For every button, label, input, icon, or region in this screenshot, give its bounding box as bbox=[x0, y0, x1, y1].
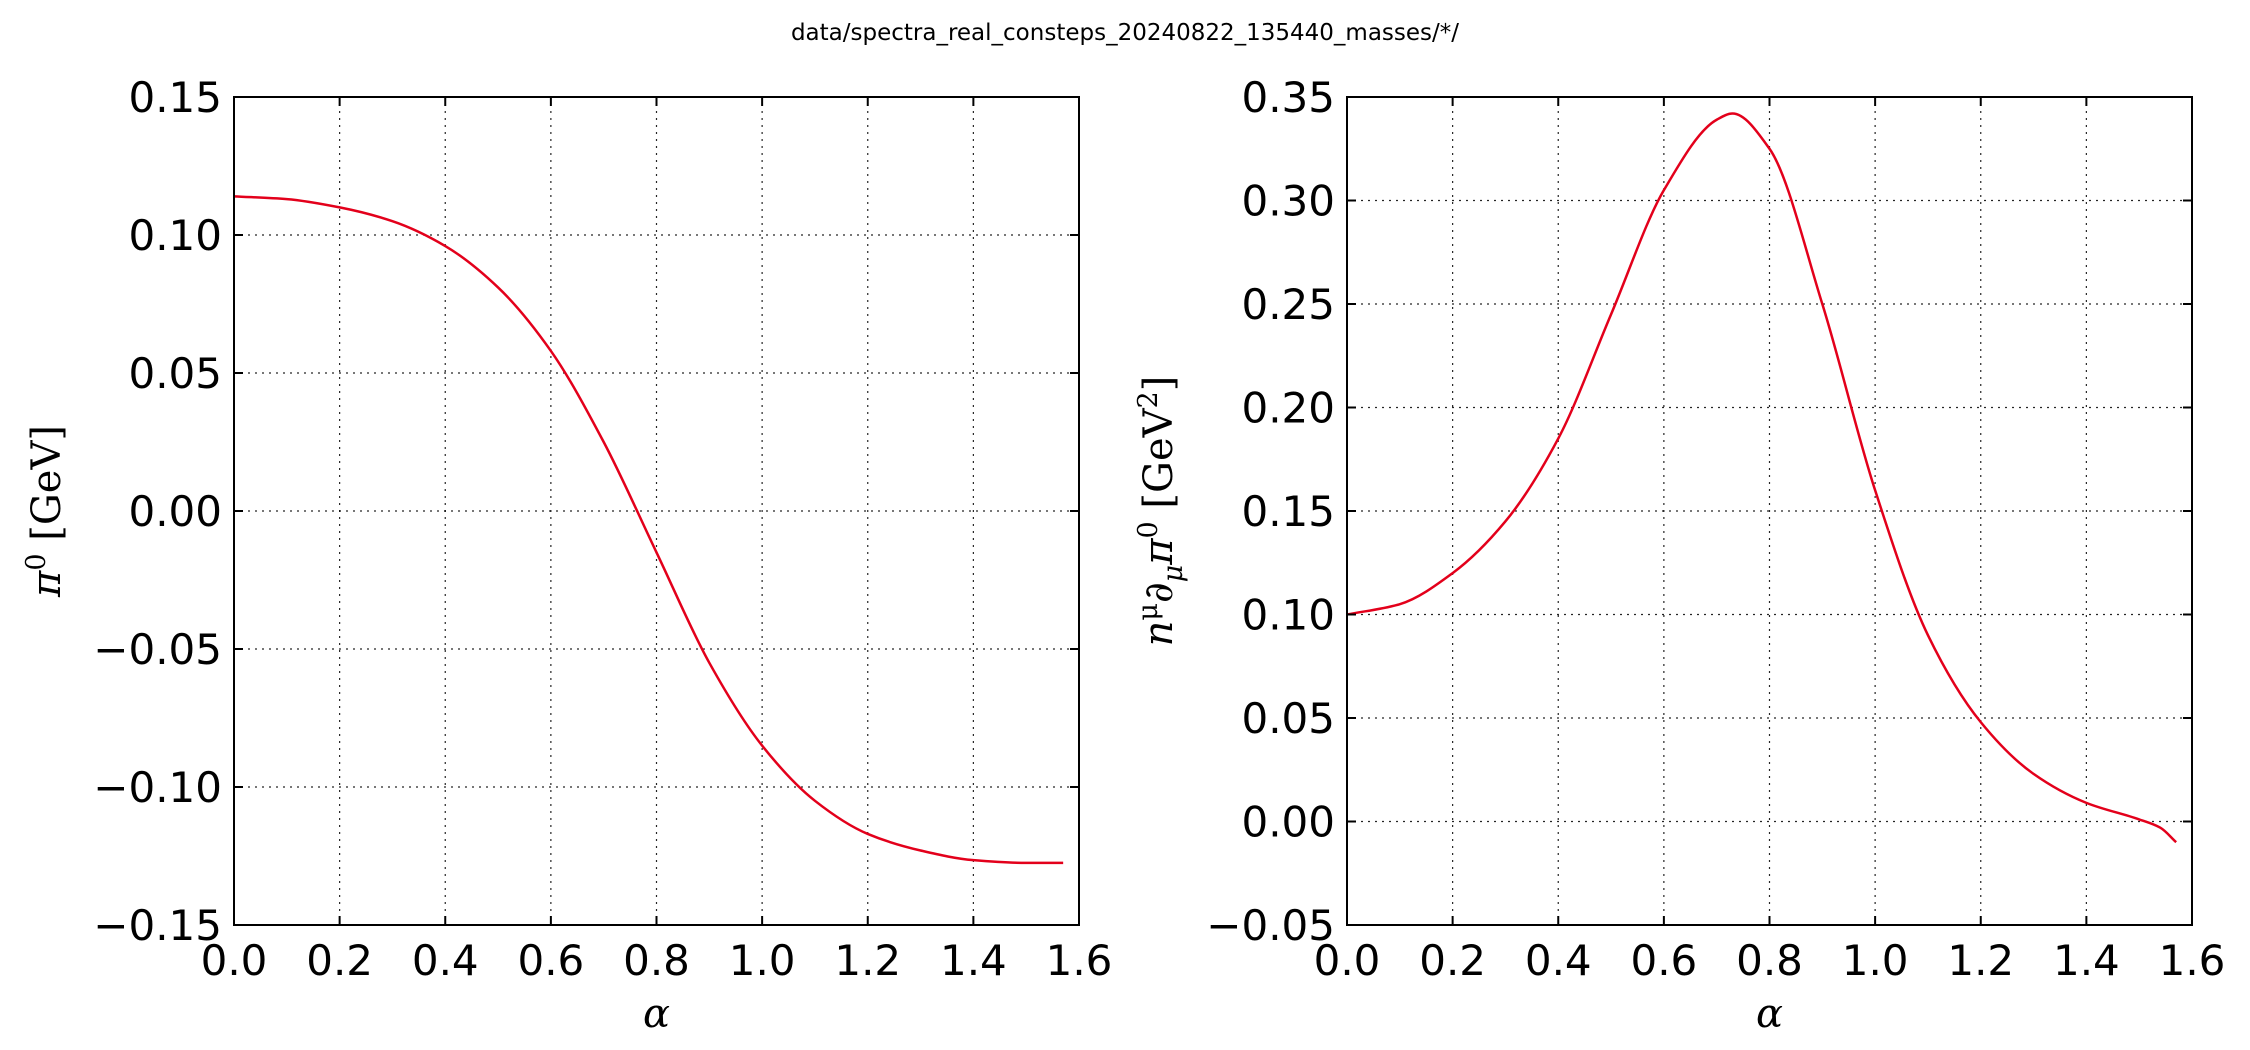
x-tick-label: 0.2 bbox=[306, 936, 373, 985]
y-tick-label: 0.25 bbox=[1241, 280, 1335, 329]
chart-panel-left: 0.0 0.2 0.4 0.6 0.8 1.0 1.2 1.4 1.6 −0.15 −0.10 −0.… bbox=[21, 73, 1112, 1037]
y-tick-label: −0.10 bbox=[93, 763, 222, 812]
x-tick-label: 0.0 bbox=[201, 936, 268, 985]
y-axis-label: nμ∂μπ0 [GeV2] bbox=[1133, 376, 1189, 647]
x-axis-label: α bbox=[1756, 991, 1783, 1037]
x-tick-label: 0.4 bbox=[412, 936, 479, 985]
x-tick-label: 0.8 bbox=[623, 936, 690, 985]
chart-panel-right: 0.0 0.2 0.4 0.6 0.8 1.0 1.2 1.4 1.6 −0.05 0.00 0.05… bbox=[1133, 73, 2225, 1037]
y-tick-label: −0.15 bbox=[93, 901, 222, 950]
y-tick-label: 0.20 bbox=[1241, 384, 1335, 433]
series-line bbox=[1346, 112, 2178, 844]
series-line bbox=[233, 195, 1064, 865]
x-tick-label: 1.0 bbox=[729, 936, 796, 985]
y-tick-label: −0.05 bbox=[93, 625, 222, 674]
y-tick-label: 0.00 bbox=[1241, 798, 1335, 847]
y-tick-label: 0.05 bbox=[128, 349, 222, 398]
y-tick-label: 0.00 bbox=[128, 487, 222, 536]
x-tick-label: 1.4 bbox=[940, 936, 1007, 985]
y-tick-label: −0.05 bbox=[1206, 901, 1335, 950]
x-tick-label: 1.6 bbox=[2159, 936, 2226, 985]
figure-suptitle: data/spectra_real_consteps_20240822_1354… bbox=[791, 20, 1459, 46]
x-axis-label: α bbox=[643, 991, 670, 1037]
y-tick-label: 0.10 bbox=[1241, 591, 1335, 640]
x-tick-label: 1.2 bbox=[1947, 936, 2014, 985]
y-tick-label: 0.30 bbox=[1241, 177, 1335, 226]
x-tick-label: 0.6 bbox=[517, 936, 584, 985]
x-tick-label: 1.4 bbox=[2053, 936, 2120, 985]
y-tick-label: 0.10 bbox=[128, 211, 222, 260]
x-tick-label: 1.0 bbox=[1842, 936, 1909, 985]
x-tick-label: 0.0 bbox=[1314, 936, 1381, 985]
x-tick-label: 0.8 bbox=[1736, 936, 1803, 985]
y-tick-label: 0.35 bbox=[1241, 73, 1335, 122]
x-tick-label: 0.6 bbox=[1630, 936, 1697, 985]
x-tick-label: 1.6 bbox=[1046, 936, 1113, 985]
y-axis-label: π0 [GeV] bbox=[21, 425, 70, 598]
x-tick-label: 1.2 bbox=[834, 936, 901, 985]
y-tick-label: 0.15 bbox=[1241, 487, 1335, 536]
x-tick-label: 0.4 bbox=[1525, 936, 1592, 985]
x-tick-label: 0.2 bbox=[1419, 936, 1486, 985]
y-tick-label: 0.15 bbox=[128, 73, 222, 122]
y-tick-label: 0.05 bbox=[1241, 694, 1335, 743]
